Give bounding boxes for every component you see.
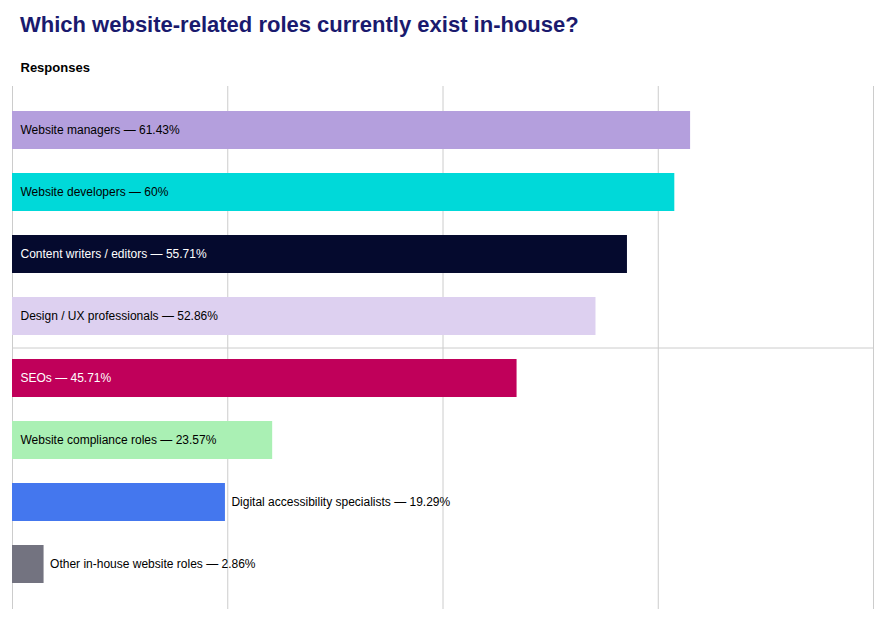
svg-text:Digital accessibility speciali: Digital accessibility specialists — 19.2… — [231, 495, 450, 509]
svg-text:Website managers — 61.43%: Website managers — 61.43% — [21, 123, 181, 137]
svg-text:Other in-house website roles —: Other in-house website roles — 2.86% — [50, 557, 256, 571]
svg-text:Website developers — 60%: Website developers — 60% — [21, 185, 169, 199]
svg-text:SEOs — 45.71%: SEOs — 45.71% — [21, 371, 112, 385]
svg-text:Design / UX professionals — 52: Design / UX professionals — 52.86% — [21, 309, 219, 323]
html-text:Which website-related roles cu: Which website-related roles currently ex… — [20, 12, 579, 37]
svg-text:Responses: Responses — [21, 60, 90, 75]
svg-text:Website compliance roles — 23.: Website compliance roles — 23.57% — [21, 433, 217, 447]
svg-text:Content writers / editors — 55: Content writers / editors — 55.71% — [21, 247, 207, 261]
